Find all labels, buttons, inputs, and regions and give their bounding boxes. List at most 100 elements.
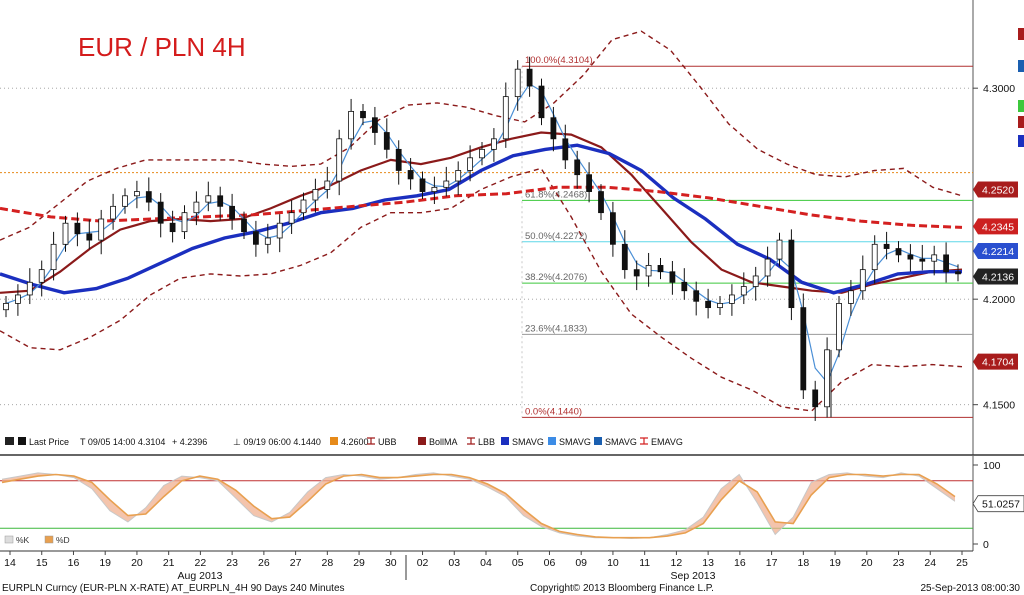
osc-fill bbox=[2, 472, 955, 539]
candle-body bbox=[14, 294, 21, 304]
price-tag-label: 4.2136 bbox=[982, 271, 1014, 283]
candle-body bbox=[264, 237, 271, 245]
candle-body bbox=[217, 195, 224, 207]
candle-body bbox=[502, 96, 509, 140]
y-tick-label: 4.2000 bbox=[983, 294, 1015, 306]
candle-body bbox=[490, 138, 497, 150]
osc-d-line bbox=[1, 473, 956, 539]
x-tick-label: 26 bbox=[258, 557, 270, 569]
fib-label: 23.6%(4.1833) bbox=[525, 323, 587, 334]
osc-legend-swatch bbox=[44, 535, 54, 544]
candle-body bbox=[550, 117, 557, 140]
candle-body bbox=[145, 191, 152, 203]
candle-body bbox=[360, 110, 366, 119]
candle-body bbox=[907, 254, 914, 260]
series-smavg bbox=[0, 143, 962, 295]
legend-ubb-label: UBB bbox=[378, 437, 397, 447]
candle-body bbox=[395, 148, 402, 171]
series-marker bbox=[1018, 135, 1024, 147]
x-tick-label: 06 bbox=[544, 557, 556, 569]
legend-smavg2-swatch bbox=[548, 437, 556, 445]
candle-body bbox=[229, 205, 236, 220]
legend-smavg3-label: SMAVG bbox=[605, 437, 637, 447]
fib-label: 50.0%(4.2272) bbox=[525, 231, 587, 242]
candle-body bbox=[98, 218, 105, 241]
x-tick-label: 19 bbox=[99, 557, 111, 569]
candle-body bbox=[407, 170, 414, 180]
legend-lbb-swatch bbox=[467, 437, 475, 445]
price-tag bbox=[973, 268, 1018, 285]
candle-body bbox=[169, 222, 176, 233]
candle-body bbox=[193, 201, 200, 214]
osc-tick-label: 0 bbox=[983, 539, 989, 551]
chart-title: EUR / PLN 4H bbox=[78, 32, 246, 62]
x-tick-label: 25 bbox=[956, 557, 968, 569]
candle-body bbox=[848, 290, 854, 304]
x-tick-label: 03 bbox=[448, 557, 460, 569]
candle-body bbox=[586, 174, 592, 192]
x-tick-label: 11 bbox=[639, 557, 650, 569]
x-tick-label: 19 bbox=[829, 557, 841, 569]
x-tick-label: 28 bbox=[321, 557, 333, 569]
x-tick-label: 02 bbox=[417, 557, 429, 569]
candle-body bbox=[764, 258, 771, 277]
candle-body bbox=[621, 243, 628, 271]
candle-body bbox=[479, 148, 485, 159]
legend-low-label: ⊥ 09/19 06:00 4.1440 bbox=[233, 437, 321, 447]
candle-body bbox=[562, 138, 569, 161]
series-lbb bbox=[0, 167, 963, 412]
x-tick-label: 13 bbox=[702, 557, 714, 569]
x-tick-label: 27 bbox=[290, 557, 302, 569]
candle-body bbox=[371, 117, 378, 133]
legend-last-price-swatch bbox=[18, 437, 26, 445]
candle-body bbox=[919, 258, 926, 262]
candle-body bbox=[812, 389, 819, 408]
footer-center: Copyright© 2013 Bloomberg Finance L.P. bbox=[530, 583, 714, 594]
candle-body bbox=[455, 170, 462, 182]
candle-body bbox=[824, 349, 830, 408]
candle-body bbox=[431, 186, 438, 192]
y-tick-label: 4.3000 bbox=[983, 83, 1015, 95]
price-tag-label: 4.2345 bbox=[982, 221, 1014, 233]
x-tick-label: 16 bbox=[68, 557, 80, 569]
legend-menu-icon[interactable] bbox=[5, 437, 14, 445]
candle-body bbox=[74, 222, 81, 235]
candle-body bbox=[348, 110, 355, 140]
candle-body bbox=[241, 218, 247, 233]
legend-lbb-label: LBB bbox=[478, 437, 495, 447]
candle-body bbox=[383, 132, 390, 150]
x-tick-label: 30 bbox=[385, 557, 397, 569]
candle-body bbox=[681, 281, 688, 292]
x-tick-label: 24 bbox=[924, 557, 936, 569]
x-tick-label: 09 bbox=[575, 557, 587, 569]
price-tag bbox=[973, 243, 1018, 260]
series-marker bbox=[1018, 28, 1024, 40]
legend-bollma-label: BollMA bbox=[429, 437, 458, 447]
x-tick-label: 20 bbox=[861, 557, 873, 569]
candle-body bbox=[467, 157, 474, 171]
fibonacci-levels: 100.0%(4.3104) 61.8%(4.2468) 50.0%(4.2272)… bbox=[521, 55, 973, 418]
fib-label: 38.2%(4.2076) bbox=[525, 272, 587, 283]
candle-body bbox=[336, 138, 343, 182]
x-tick-label: 18 bbox=[797, 557, 809, 569]
price-tag-label: 4.1704 bbox=[982, 357, 1014, 369]
candle-body bbox=[859, 269, 866, 292]
price-tag bbox=[973, 181, 1018, 198]
series-marker bbox=[1018, 116, 1024, 128]
candle-body bbox=[419, 178, 426, 192]
candle-body bbox=[717, 302, 723, 309]
x-tick-label: 21 bbox=[163, 557, 175, 569]
x-tick-label: 05 bbox=[512, 557, 524, 569]
candle-body bbox=[50, 243, 57, 271]
osc-k-line bbox=[1, 472, 956, 540]
candle-body bbox=[788, 239, 795, 309]
legend-bollma-swatch bbox=[418, 437, 426, 445]
month-label: Sep 2013 bbox=[671, 570, 716, 582]
legend-last-price-label: Last Price bbox=[29, 437, 69, 447]
legend-last-label: + 4.2396 bbox=[172, 437, 207, 447]
legend-emavg-label: EMAVG bbox=[651, 437, 683, 447]
series-marker bbox=[1018, 100, 1024, 112]
candle-body bbox=[633, 269, 640, 277]
candle-body bbox=[693, 290, 700, 302]
